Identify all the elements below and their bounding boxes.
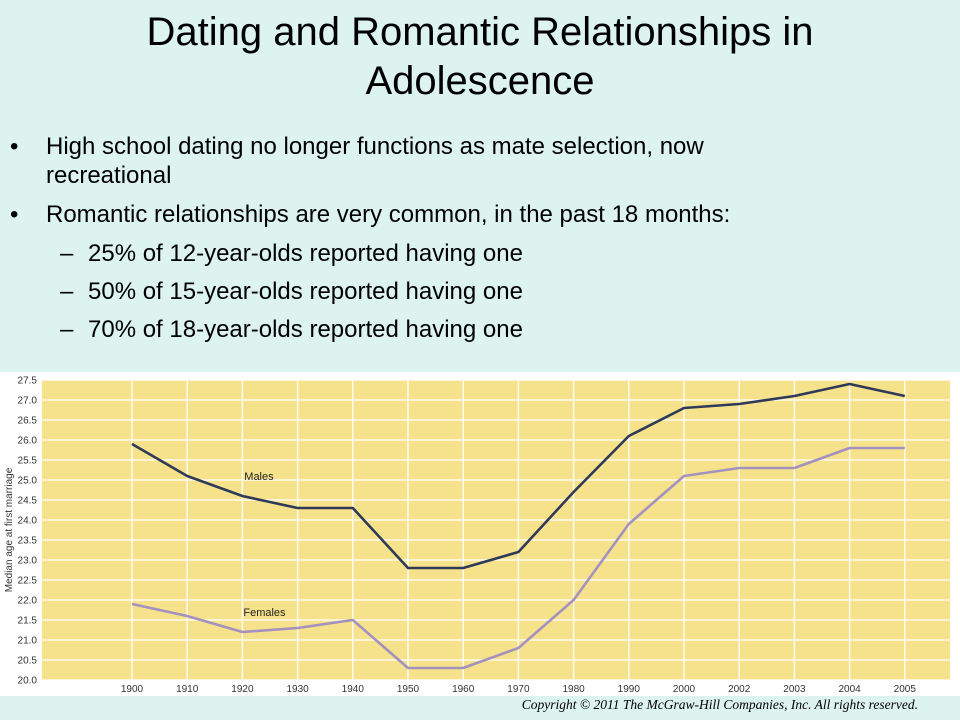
x-tick-label: 1910 <box>176 684 199 695</box>
sub-bullet-glyph: – <box>60 278 74 305</box>
series-label-males: Males <box>244 471 274 483</box>
x-tick-label: 1980 <box>562 684 585 695</box>
title-line-1: Dating and Romantic Relationships in <box>146 10 814 54</box>
bullet-glyph: • <box>10 201 19 228</box>
x-tick-label: 1920 <box>231 684 254 695</box>
x-tick-label: 1950 <box>397 684 420 695</box>
x-tick-label: 1930 <box>286 684 309 695</box>
slide-title: Dating and Romantic Relationships in Ado… <box>0 8 960 106</box>
x-tick-label: 1970 <box>507 684 530 695</box>
y-axis-title: Median age at first marriage <box>4 467 15 592</box>
y-tick-label: 23.0 <box>18 556 38 567</box>
bullet-1-line-1: High school dating no longer functions a… <box>46 133 704 160</box>
y-tick-label: 25.0 <box>18 476 38 487</box>
y-tick-label: 22.5 <box>18 576 38 587</box>
y-tick-label: 25.5 <box>18 456 38 467</box>
y-tick-label: 26.5 <box>18 416 38 427</box>
bullet-2: • Romantic relationships are very common… <box>10 200 940 229</box>
y-tick-label: 20.5 <box>18 656 38 667</box>
x-tick-label: 1900 <box>121 684 144 695</box>
sub-bullet-2-text: 50% of 15-year-olds reported having one <box>88 278 523 305</box>
x-tick-label: 2005 <box>894 684 917 695</box>
sub-bullet-3: – 70% of 18-year-olds reported having on… <box>10 315 940 344</box>
y-tick-label: 20.0 <box>18 676 38 687</box>
y-tick-label: 27.0 <box>18 396 38 407</box>
bullet-1-line-2: recreational <box>46 162 172 189</box>
y-tick-label: 27.5 <box>18 376 38 387</box>
series-label-females: Females <box>243 607 286 619</box>
sub-bullet-glyph: – <box>60 240 74 267</box>
sub-bullet-1-text: 25% of 12-year-olds reported having one <box>88 240 523 267</box>
series-line-females <box>131 446 905 670</box>
chart-container: 20.0 20.5 21.0 21.5 22.0 22.5 23.0 23.5 24.0 24.5… <box>0 372 960 696</box>
series-line-males <box>131 382 906 570</box>
y-tick-label: 24.0 <box>18 516 38 527</box>
sub-bullet-1: – 25% of 12-year-olds reported having on… <box>10 239 940 268</box>
x-tick-label: 2000 <box>673 684 696 695</box>
x-tick-label: 2003 <box>783 684 806 695</box>
y-tick-label: 21.5 <box>18 616 38 627</box>
y-tick-label: 22.0 <box>18 596 38 607</box>
copyright-notice: Copyright © 2011 The McGraw-Hill Compani… <box>521 697 918 712</box>
y-tick-label: 23.5 <box>18 536 38 547</box>
sub-bullet-glyph: – <box>60 316 74 343</box>
marriage-age-chart: 20.0 20.5 21.0 21.5 22.0 22.5 23.0 23.5 24.0 24.5… <box>0 372 960 696</box>
y-tick-label: 21.0 <box>18 636 38 647</box>
x-tick-label: 2002 <box>728 684 751 695</box>
x-tick-label: 1940 <box>342 684 365 695</box>
y-tick-label: 24.5 <box>18 496 38 507</box>
plot-area <box>42 380 950 680</box>
bullet-glyph: • <box>10 133 19 160</box>
x-tick-label: 1990 <box>618 684 641 695</box>
title-line-2: Adolescence <box>365 59 595 103</box>
sub-bullet-2: – 50% of 15-year-olds reported having on… <box>10 277 940 306</box>
x-tick-label: 1960 <box>452 684 475 695</box>
sub-bullet-3-text: 70% of 18-year-olds reported having one <box>88 316 523 343</box>
x-tick-label: 2004 <box>838 684 861 695</box>
bullet-2-text: Romantic relationships are very common, … <box>46 201 731 228</box>
y-tick-label: 26.0 <box>18 436 38 447</box>
bullet-list: • High school dating no longer functions… <box>10 132 940 353</box>
bullet-1: • High school dating no longer functions… <box>10 132 940 190</box>
